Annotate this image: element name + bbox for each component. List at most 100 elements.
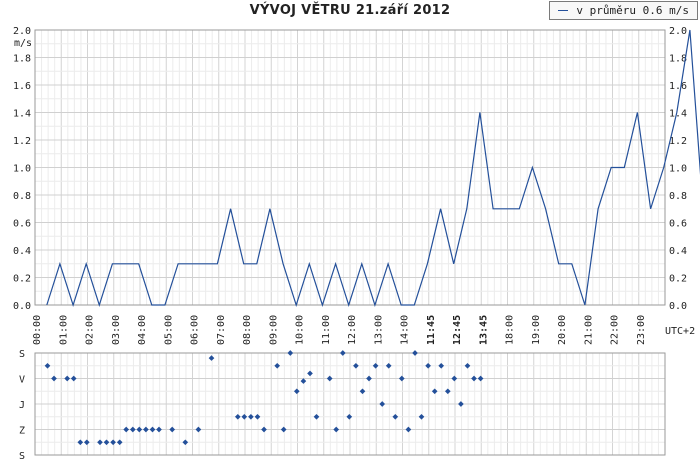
y-tick-label-right: 0.6 (669, 219, 687, 230)
direction-point (366, 375, 372, 382)
direction-point (182, 439, 189, 446)
x-tick-label: 13:00 (373, 315, 384, 345)
direction-point (300, 378, 307, 384)
direction-point (103, 439, 110, 446)
y-tick-label-right: 2.0 (669, 26, 687, 37)
x-tick-label: 00:00 (32, 315, 43, 345)
direction-tick-label: S (19, 451, 25, 460)
direction-point (248, 413, 254, 420)
x-tick-label: 06:00 (190, 315, 201, 345)
direction-point (280, 426, 287, 433)
direction-point (274, 362, 281, 369)
x-tick-label: 03:00 (111, 315, 122, 345)
direction-point (418, 413, 425, 420)
direction-point (372, 362, 379, 369)
direction-point (425, 362, 431, 369)
y-tick-label-right: 1.4 (669, 109, 687, 120)
direction-point (64, 375, 71, 382)
direction-point (110, 439, 116, 446)
x-tick-label: 04:00 (137, 315, 148, 345)
y-tick-label-right: 1.0 (669, 164, 687, 175)
y-tick-label-left: 1.8 (13, 54, 31, 65)
direction-point (307, 370, 313, 377)
x-tick-label: 09:00 (268, 315, 279, 345)
direction-tick-label: S (19, 349, 25, 360)
direction-tick-label: Z (19, 426, 25, 437)
x-tick-label: 12:45 (452, 315, 463, 345)
direction-point (313, 413, 320, 420)
direction-point (261, 426, 267, 433)
x-tick-label: 18:00 (505, 315, 516, 345)
direction-point (431, 388, 438, 395)
direction-point (254, 413, 261, 420)
direction-tick-label: J (19, 400, 25, 411)
legend-line-swatch (558, 10, 569, 11)
direction-point (458, 401, 464, 407)
y-tick-label-left: 0.0 (13, 301, 31, 312)
direction-point (169, 426, 176, 433)
direction-point (97, 439, 103, 446)
y-tick-label-left: 0.8 (13, 191, 31, 202)
y-tick-label-right: 1.8 (669, 54, 687, 65)
y-tick-label-left: 1.4 (13, 109, 31, 120)
direction-point (471, 375, 477, 382)
direction-point (136, 426, 143, 433)
direction-point (234, 413, 241, 420)
direction-point (477, 375, 484, 382)
direction-point (293, 388, 300, 395)
y-tick-label-left: 1.2 (13, 136, 31, 147)
x-tick-label: 21:00 (583, 315, 594, 345)
y-tick-label-right: 1.6 (669, 81, 687, 92)
direction-point (451, 375, 458, 382)
direction-point (83, 439, 90, 446)
direction-point (438, 362, 445, 369)
direction-point (287, 350, 294, 356)
direction-tick-label: V (19, 375, 25, 386)
direction-point (346, 413, 353, 420)
line-plot-border (34, 29, 666, 306)
direction-point (208, 355, 215, 361)
y-tick-label-left: 1.6 (13, 81, 31, 92)
y-tick-label-right: 0.8 (669, 191, 687, 202)
direction-point (353, 362, 359, 369)
x-tick-label: 05:00 (163, 315, 174, 345)
x-tick-label: 20:00 (557, 315, 568, 345)
y-tick-label-left: 0.2 (13, 274, 31, 285)
legend: v průměru 0.6 m/s (549, 1, 698, 20)
x-tick-label: 19:00 (531, 315, 542, 345)
direction-point (359, 388, 366, 395)
x-tick-label: 02:00 (85, 315, 96, 345)
direction-point (70, 375, 77, 382)
y-axis-unit-label: m/s (14, 38, 33, 49)
direction-point (143, 426, 149, 433)
y-tick-label-right: 0.0 (669, 301, 687, 312)
direction-point (412, 350, 418, 356)
direction-point (405, 426, 412, 433)
direction-point (339, 350, 346, 356)
y-tick-label-right: 1.2 (669, 136, 687, 147)
x-tick-label: 12:00 (347, 315, 358, 345)
x-tick-label: 11:00 (321, 315, 332, 345)
direction-point (195, 426, 202, 433)
y-tick-label-right: 0.2 (669, 274, 687, 285)
legend-label: v průměru 0.6 m/s (576, 4, 689, 17)
direction-point (326, 375, 333, 382)
x-tick-label: 22:00 (610, 315, 621, 345)
direction-point (77, 439, 84, 446)
direction-point (392, 413, 399, 420)
direction-point (444, 388, 451, 395)
direction-point (241, 413, 248, 420)
y-tick-label-left: 2.0 (13, 26, 31, 37)
direction-point (123, 426, 130, 433)
direction-point (129, 426, 136, 433)
x-tick-label: 08:00 (242, 315, 253, 345)
chart-title: VÝVOJ VĚTRU 21.září 2012 (249, 3, 451, 18)
x-tick-label: 11:45 (426, 315, 437, 345)
x-tick-label: 07:00 (216, 315, 227, 345)
y-tick-label-right: 0.4 (669, 246, 687, 257)
series-line (46, 29, 700, 307)
y-tick-label-left: 0.6 (13, 219, 31, 230)
direction-point (464, 362, 471, 369)
